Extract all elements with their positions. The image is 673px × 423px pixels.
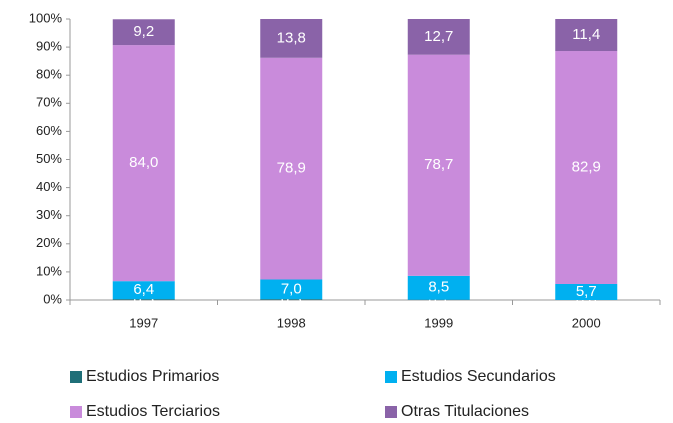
data-label: 5,7 [576,283,597,300]
x-tick-label: 2000 [572,315,601,330]
x-tick-label: 1997 [129,315,158,330]
bar-segment [112,281,175,300]
bar-segment [112,19,175,46]
data-label: 12,7 [424,28,453,45]
legend-swatch [385,406,397,418]
bar-segment [112,45,175,282]
y-tick-label: 30% [36,207,62,222]
data-label: 11,4 [572,26,600,43]
data-label: 7,0 [281,280,302,297]
data-label: 78,9 [277,160,306,177]
bar-segment [260,279,323,300]
data-label: 84,0 [129,154,158,171]
legend-swatch [385,371,397,383]
y-tick-label: 10% [36,263,62,278]
bar-segment [407,275,470,300]
y-tick-label: 100% [29,10,63,25]
x-tick-label: 1999 [424,315,453,330]
bar-segment [260,57,323,280]
legend-swatch [70,406,82,418]
bar-segment [260,299,323,300]
y-tick-label: 0% [43,291,62,306]
bar-segment [555,51,618,284]
bar-segment [555,19,618,52]
y-tick-label: 20% [36,235,62,250]
y-tick-label: 40% [36,179,62,194]
y-tick-label: 70% [36,95,62,110]
legend-label: Otras Titulaciones [401,403,529,420]
legend-swatch [70,371,82,383]
y-tick-label: 50% [36,151,62,166]
data-label: 78,7 [424,156,453,173]
data-label: 9,2 [133,23,154,40]
legend-label: Estudios Terciarios [86,403,220,420]
bar-segment [407,54,470,276]
bar-segment [407,19,470,55]
y-tick-label: 60% [36,123,62,138]
data-label: 13,8 [277,29,306,46]
legend-label: Estudios Primarios [86,368,219,385]
bar-segment [555,283,618,300]
legend-label: Estudios Secundarios [401,368,556,385]
x-tick-label: 1998 [277,315,306,330]
data-label: 8,5 [428,279,449,296]
bar-segment [112,299,175,300]
data-label: 82,9 [572,158,601,175]
y-tick-label: 80% [36,67,62,82]
y-tick-label: 90% [36,39,62,54]
data-label: 6,4 [133,281,154,298]
bar-segment [260,19,323,58]
